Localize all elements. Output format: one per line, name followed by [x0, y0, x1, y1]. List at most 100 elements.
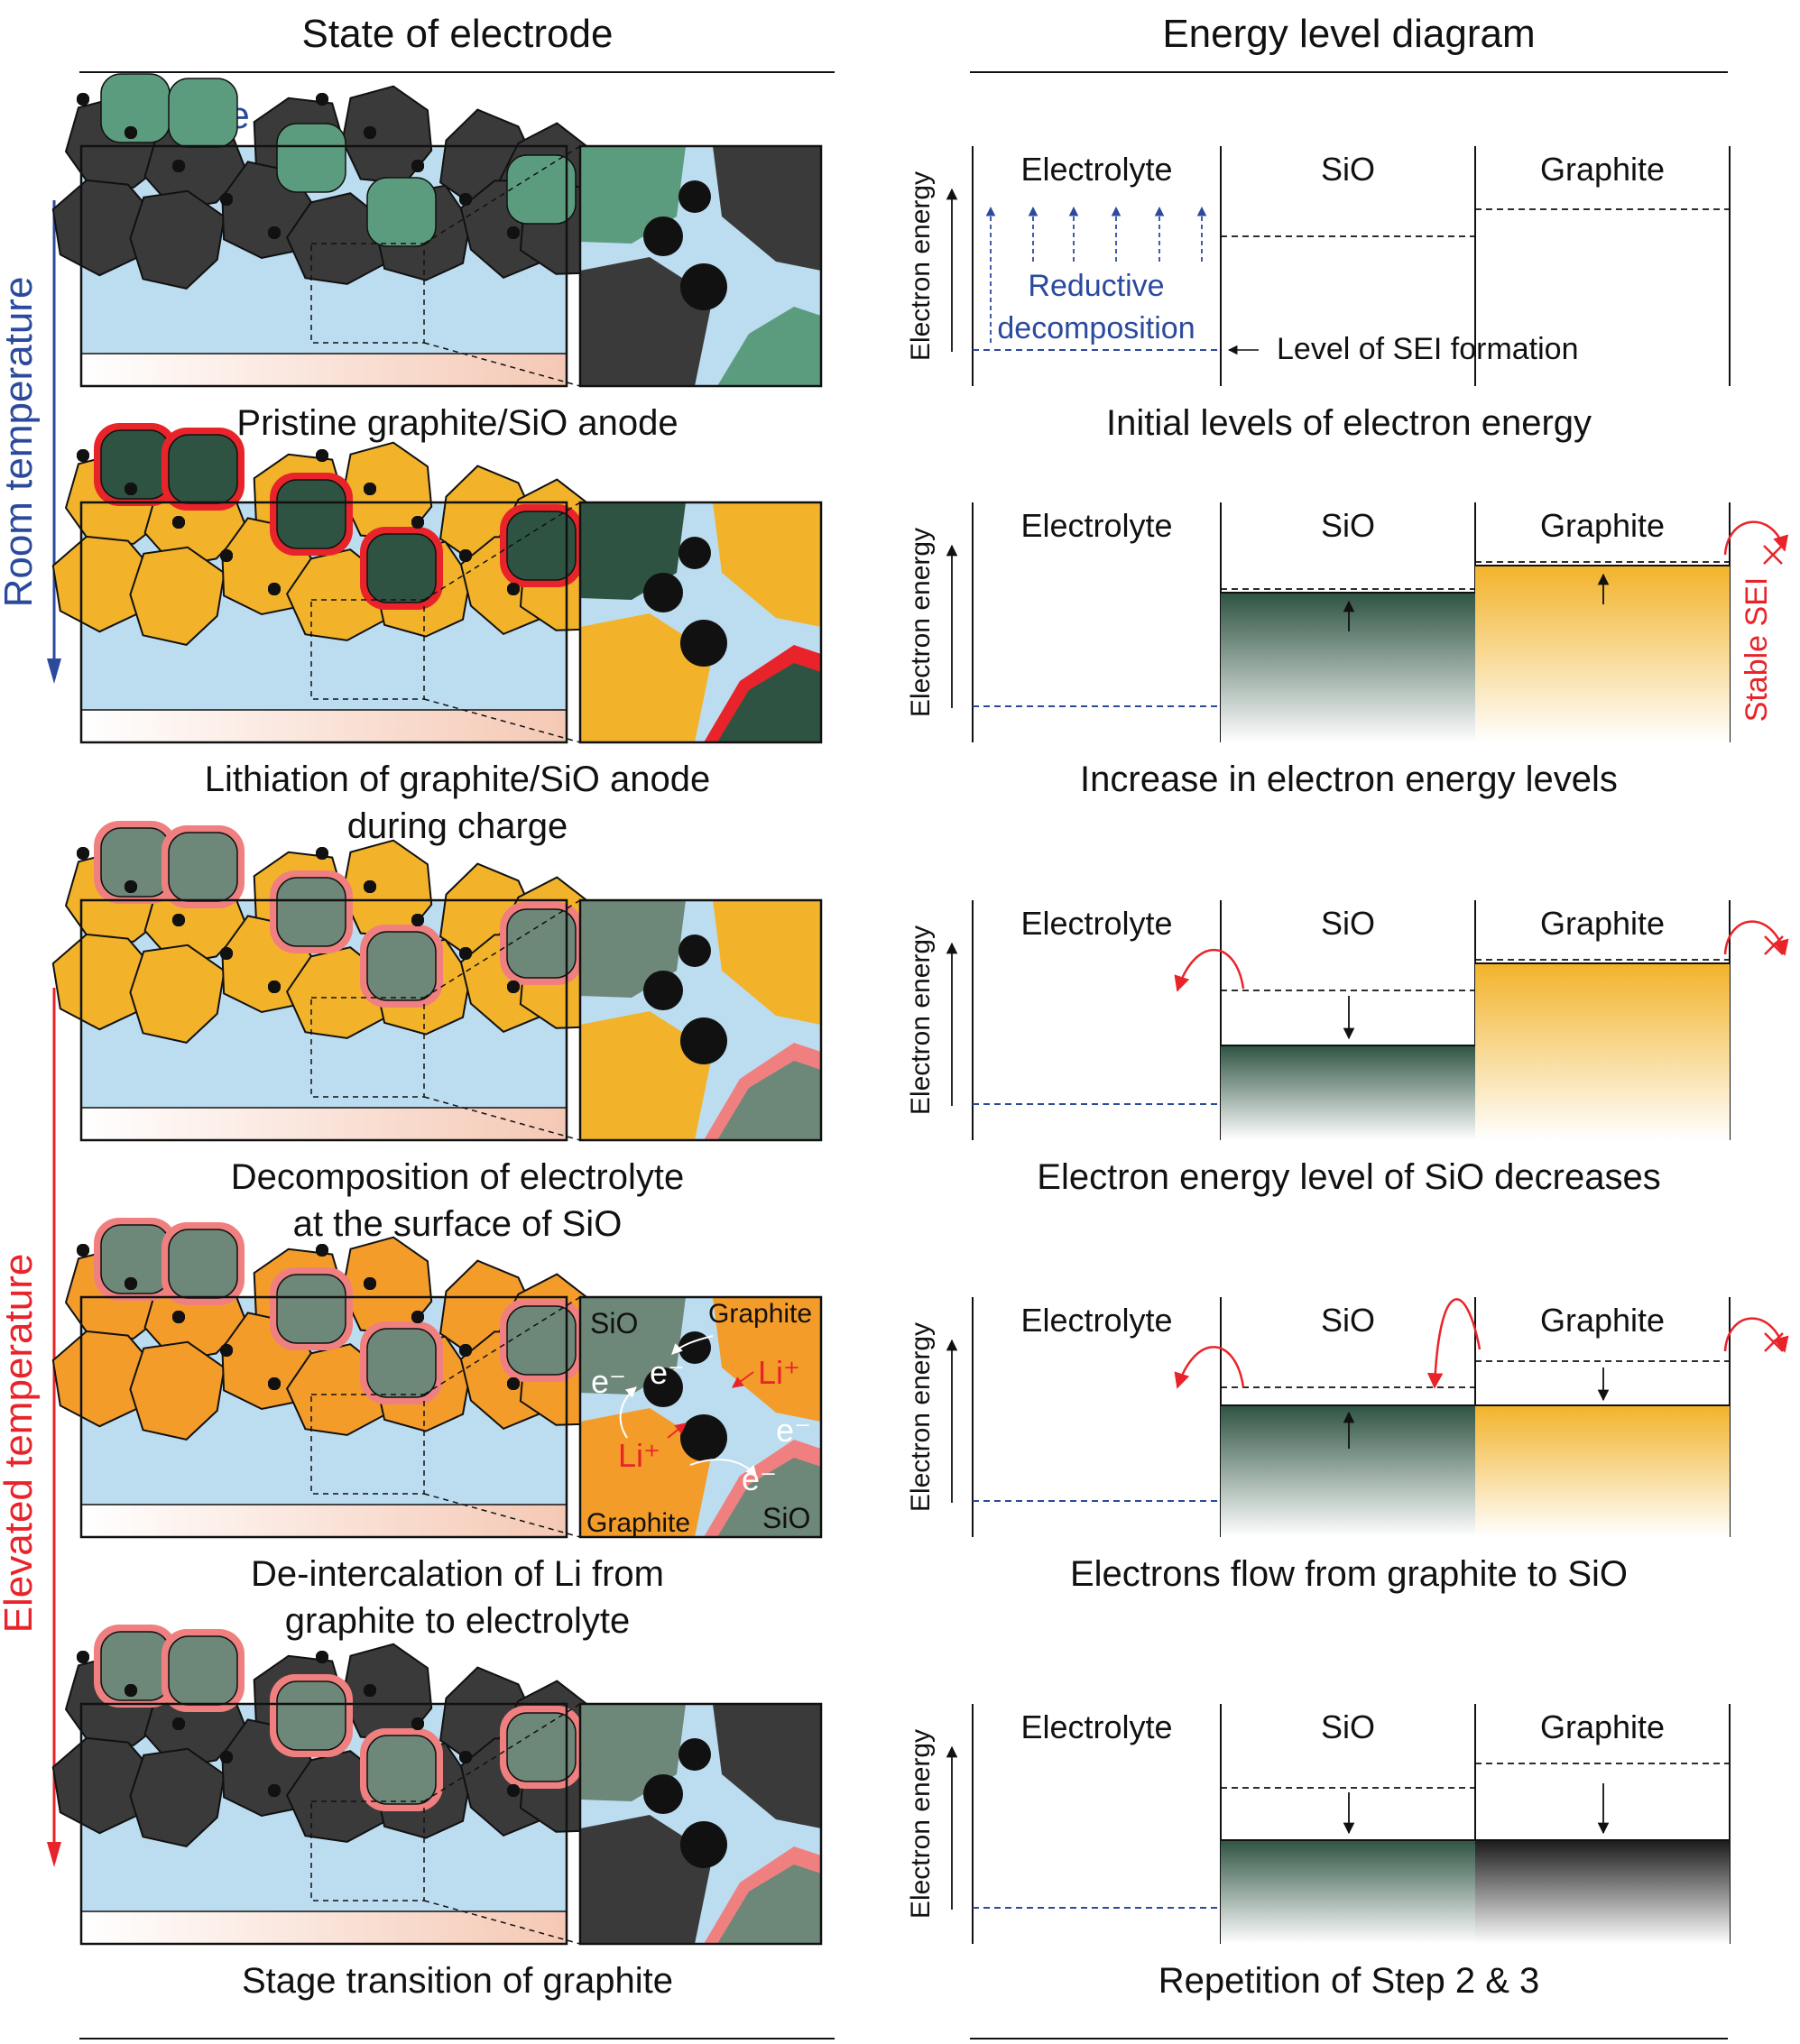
zoom-label-sio: SiO [590, 1307, 638, 1340]
zoom-graphite-particle [713, 900, 821, 1025]
zoom-carbon-black [678, 1331, 711, 1364]
zoom-carbon-black [678, 537, 711, 569]
electron-transfer-arrow [1174, 949, 1245, 992]
carbon-black-particle [411, 516, 424, 529]
carbon-black-particle [364, 1684, 376, 1697]
carbon-black-particle [364, 483, 376, 495]
column-label-electrolyte: Electrolyte [1020, 151, 1172, 188]
zoom-sio-particle [717, 307, 821, 386]
carbon-black-particle [364, 880, 376, 893]
column-label-sio: SiO [1321, 507, 1375, 544]
zoom-inset [578, 898, 823, 1142]
room-temperature-indicator: Room temperature [0, 200, 61, 684]
graphite-particle [129, 1747, 226, 1847]
sio-particle [276, 479, 346, 549]
zoom-sio-particle [717, 1458, 821, 1537]
electron-transfer-arrow [1723, 920, 1789, 956]
carbon-black-particle [316, 93, 328, 106]
zoom-carbon-black [680, 1821, 727, 1868]
sio-particle [366, 931, 437, 1001]
zoom-sio-particle [717, 1061, 821, 1140]
sio-particle [506, 1712, 577, 1782]
carbon-black-particle [268, 583, 281, 595]
filled-energy-band [1221, 1045, 1475, 1140]
elevated-temperature-label: Elevated temperature [0, 1254, 41, 1634]
carbon-black-particle [459, 549, 472, 562]
sio-particle [506, 511, 577, 581]
carbon-black-particle [172, 914, 185, 926]
carbon-black-particle [364, 1277, 376, 1290]
sio-particle [366, 533, 437, 603]
zoom-carbon-black [643, 216, 683, 256]
caption-left-line: at the surface of SiO [293, 1204, 623, 1244]
zoom-carbon-black [680, 620, 727, 667]
filled-energy-band [1221, 593, 1475, 742]
carbon-black-particle [220, 549, 233, 562]
sio-particle [276, 1680, 346, 1751]
carbon-black-particle [459, 193, 472, 206]
panel-3: c. Step 2Decomposition of electrolyteat … [51, 821, 1789, 1244]
stable-sei-label: Stable SEI [1740, 577, 1774, 723]
caption-left-line: during charge [347, 806, 568, 846]
current-collector [80, 709, 568, 743]
column-label-sio: SiO [1321, 905, 1375, 942]
zoom-label-graphite: Graphite [708, 1299, 812, 1329]
electrode-micrograph [51, 1625, 620, 1911]
carbon-black-particle [507, 1377, 520, 1390]
column-label-electrolyte: Electrolyte [1020, 1302, 1172, 1339]
zoom-carbon-black [680, 1414, 727, 1461]
sio-particle [168, 434, 238, 504]
zoom-sio-particle [717, 1864, 821, 1944]
zoom-inset [578, 1295, 823, 1539]
room-temperature-label: Room temperature [0, 277, 41, 608]
column-label-graphite: Graphite [1540, 507, 1665, 544]
zoom-inset [578, 1702, 823, 1946]
column-label-graphite: Graphite [1540, 1708, 1665, 1745]
carbon-black-particle [268, 981, 281, 993]
carbon-black-particle [459, 1751, 472, 1763]
caption-left-line: Lithiation of graphite/SiO anode [205, 760, 710, 799]
carbon-black-particle [268, 226, 281, 239]
electron-transfer-arrow [1723, 1317, 1789, 1353]
carbon-black-particle [172, 160, 185, 172]
graphite-particle [129, 546, 226, 646]
panel-1: a. PristinePristine graphite/SiO anodeEl… [51, 73, 1731, 443]
y-axis-label: Electron energy [906, 528, 936, 717]
energy-diagram: Electron energy Electrolyte SiO Graphite Ele… [906, 1297, 1789, 1594]
sio-particle [506, 1305, 577, 1376]
energy-diagram: Electron energy Electrolyte SiO Graphite Rep… [906, 1704, 1731, 2001]
zoom-inset [578, 501, 823, 744]
zoom-graphite-particle [713, 146, 821, 271]
sei-level-label: Level of SEI formation [1277, 332, 1579, 366]
carbon-black-particle [172, 1717, 185, 1730]
electron-path-arrow [671, 1335, 714, 1355]
carbon-black-particle [268, 1377, 281, 1390]
column-label-electrolyte: Electrolyte [1020, 1708, 1172, 1745]
carbon-black-particle [77, 1651, 89, 1663]
li-ion-path-arrow [731, 1371, 754, 1388]
carbon-black-particle [220, 1751, 233, 1763]
carbon-black-particle [77, 93, 89, 106]
y-axis-label: Electron energy [906, 925, 936, 1115]
current-collector [80, 353, 568, 387]
column-label-electrolyte: Electrolyte [1020, 507, 1172, 544]
graphite-particle [129, 944, 226, 1044]
filled-energy-band [1221, 1405, 1475, 1537]
zoom-carbon-black [643, 573, 683, 612]
carbon-black-particle [125, 1277, 137, 1290]
carbon-black-particle [125, 483, 137, 495]
electrode-micrograph [51, 821, 620, 1108]
caption-left-line: Stage transition of graphite [242, 1961, 673, 2001]
carbon-black-particle [316, 847, 328, 860]
energy-diagram: Electron energy Electrolyte SiO Graphite Red… [906, 146, 1731, 443]
column-label-electrolyte: Electrolyte [1020, 905, 1172, 942]
energy-diagram: Electron energy Electrolyte SiO Graphite Ele… [906, 900, 1789, 1197]
zoom-label-li-ion: Li⁺ [758, 1354, 800, 1391]
caption-left-line: De-intercalation of Li from [251, 1554, 664, 1594]
sio-particle [506, 154, 577, 225]
panel-4: d. Step 3De-intercalation of Li fromgrap… [51, 1218, 1789, 1641]
electron-path-arrow [689, 1459, 757, 1477]
carbon-black-particle [172, 1311, 185, 1323]
carbon-black-particle [220, 1344, 233, 1357]
